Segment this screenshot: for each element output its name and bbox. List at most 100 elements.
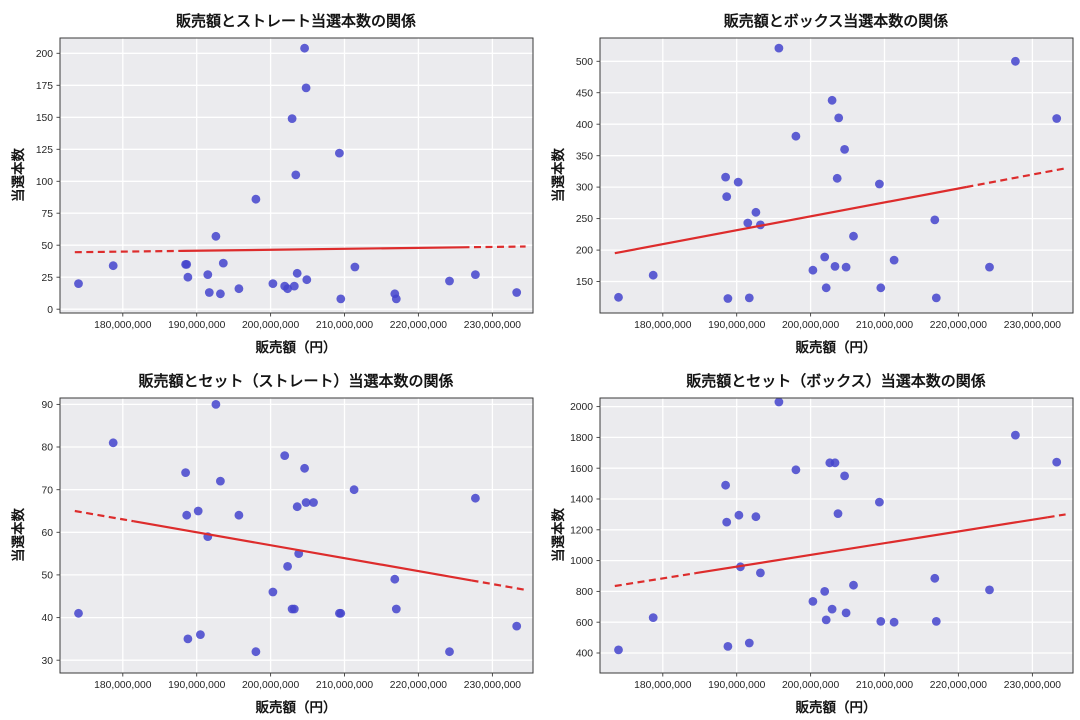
y-axis-label: 当選本数 [11, 148, 26, 202]
data-point [181, 468, 191, 477]
gridlines [60, 398, 533, 673]
data-point [985, 585, 994, 595]
svg-text:400: 400 [576, 120, 593, 131]
scatter-points [74, 400, 522, 657]
data-point [512, 288, 522, 297]
svg-text:1400: 1400 [570, 495, 593, 506]
svg-text:230,000,000: 230,000,000 [1004, 680, 1062, 691]
data-point [268, 279, 278, 288]
data-point [722, 192, 732, 202]
gridlines [600, 398, 1073, 673]
data-point [820, 252, 830, 262]
svg-text:180,000,000: 180,000,000 [94, 320, 152, 331]
data-point [289, 281, 299, 291]
svg-text:30: 30 [42, 656, 54, 667]
svg-text:450: 450 [576, 88, 593, 99]
svg-text:50: 50 [42, 571, 54, 582]
svg-text:190,000,000: 190,000,000 [708, 320, 766, 331]
trend-line [74, 509, 526, 591]
svg-text:190,000,000: 190,000,000 [168, 320, 226, 331]
data-point [985, 262, 994, 272]
trend-line [614, 167, 1066, 255]
scatter-points [74, 43, 522, 304]
data-point [301, 498, 311, 507]
x-axis-label: 販売額（円） [795, 700, 877, 715]
y-axis-label: 当選本数 [551, 148, 566, 202]
data-point [849, 580, 858, 590]
data-point [931, 617, 941, 626]
chart-title: 販売額とセット（ストレート）当選本数の関係 [138, 373, 454, 390]
axes-frame [59, 397, 534, 674]
data-point [203, 270, 213, 279]
data-point [292, 502, 302, 512]
y-tick-labels: 150 200 250 300 350 400 450 500 [576, 57, 600, 288]
data-point [808, 265, 818, 275]
data-point [832, 173, 842, 183]
svg-text:190,000,000: 190,000,000 [168, 680, 226, 691]
svg-text:75: 75 [42, 209, 54, 220]
data-point [391, 294, 401, 304]
chart-title: 販売額とボックス当選本数の関係 [723, 13, 949, 30]
data-point [930, 573, 940, 583]
chart-panel-straight: 180,000,000 190,000,000 200,000,000 210,000… [0, 0, 540, 360]
data-point [183, 272, 193, 282]
data-point [291, 170, 301, 180]
data-point [74, 608, 83, 618]
data-point [721, 172, 730, 182]
trend-line [74, 245, 526, 254]
data-point [875, 497, 884, 507]
svg-text:2000: 2000 [570, 402, 593, 413]
svg-text:200: 200 [576, 246, 593, 257]
data-point [211, 231, 221, 241]
data-point [204, 288, 214, 297]
y-axis-label: 当選本数 [11, 508, 26, 562]
data-point [390, 574, 400, 584]
data-point [733, 177, 743, 187]
data-point [827, 95, 837, 105]
data-point [756, 568, 765, 578]
data-point [1011, 430, 1020, 440]
svg-text:200,000,000: 200,000,000 [242, 320, 300, 331]
svg-text:175: 175 [36, 81, 53, 92]
data-point [774, 397, 784, 407]
svg-text:1800: 1800 [570, 433, 593, 444]
scatter-points [614, 397, 1062, 655]
data-point [827, 604, 837, 614]
svg-text:250: 250 [576, 214, 593, 225]
data-point [335, 148, 344, 158]
data-point [744, 293, 754, 303]
data-point [349, 485, 359, 495]
svg-text:190,000,000: 190,000,000 [708, 680, 766, 691]
data-point [833, 509, 843, 518]
svg-text:40: 40 [42, 613, 54, 624]
svg-text:600: 600 [576, 618, 593, 629]
svg-text:200,000,000: 200,000,000 [782, 320, 840, 331]
set-straight-scatter-plot: 180,000,000 190,000,000 200,000,000 210,000… [42, 397, 534, 691]
data-point [821, 283, 831, 293]
svg-text:500: 500 [576, 57, 593, 68]
straight-scatter-plot: 180,000,000 190,000,000 200,000,000 210,000… [36, 37, 534, 331]
data-point [512, 621, 522, 631]
data-point [840, 471, 849, 481]
data-point [309, 498, 318, 507]
axes-frame [599, 397, 1074, 674]
data-point [300, 43, 309, 53]
data-point [336, 608, 346, 618]
data-point [841, 262, 851, 272]
svg-text:230,000,000: 230,000,000 [464, 680, 522, 691]
data-point [614, 645, 623, 655]
y-tick-labels: 400 600 800 1000 1200 1400 1600 1800 2000 [570, 402, 600, 660]
data-point [774, 43, 784, 53]
data-point [614, 292, 623, 302]
svg-text:180,000,000: 180,000,000 [634, 320, 692, 331]
data-point [283, 284, 292, 294]
svg-text:800: 800 [576, 587, 593, 598]
svg-text:1200: 1200 [570, 525, 593, 536]
data-point [1052, 457, 1062, 467]
svg-text:25: 25 [42, 273, 54, 284]
data-point [721, 480, 730, 490]
data-point [183, 634, 193, 644]
x-tick-labels: 180,000,000 190,000,000 200,000,000 210,000… [94, 673, 521, 691]
svg-text:80: 80 [42, 443, 54, 454]
